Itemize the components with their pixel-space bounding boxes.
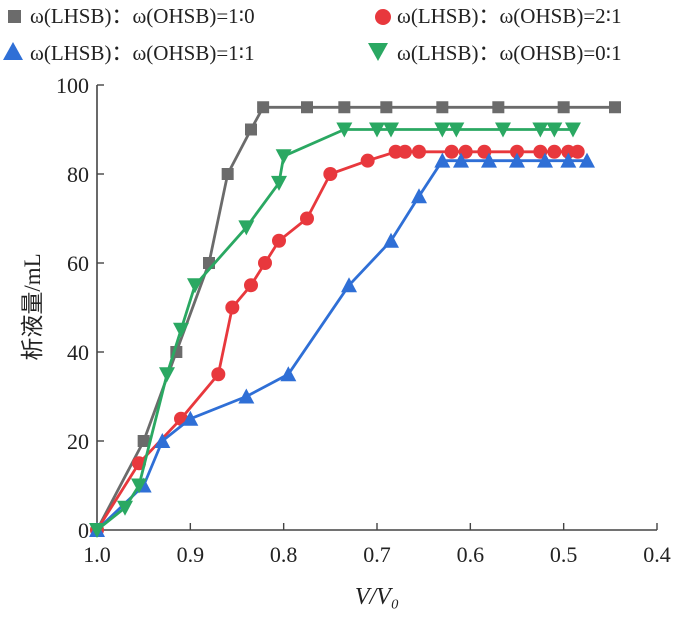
data-point-triangle-down <box>238 220 255 236</box>
data-point-triangle-down <box>275 149 292 165</box>
data-point-square <box>380 101 393 114</box>
legend-marker-square <box>8 10 21 23</box>
data-point-triangle-down <box>187 278 203 294</box>
data-point-square <box>436 101 449 114</box>
data-point-triangle-down <box>532 122 549 138</box>
data-point-triangle-down <box>89 523 105 538</box>
y-tick-label: 0 <box>78 518 89 543</box>
data-point-triangle-up <box>383 232 399 248</box>
data-point-triangle-up <box>481 152 497 168</box>
x-tick-label: 0.4 <box>643 542 671 567</box>
data-point-square <box>301 101 313 114</box>
data-point-circle <box>412 144 426 159</box>
series-line <box>95 105 615 531</box>
data-point-triangle-up <box>509 152 525 168</box>
legend-marker-circle <box>375 9 391 25</box>
data-point-triangle-down <box>448 122 465 138</box>
data-point-square <box>492 101 505 114</box>
y-tick-label: 100 <box>56 73 89 98</box>
data-point-circle <box>323 167 338 181</box>
x-tick-label: 0.9 <box>177 542 205 567</box>
legend-entry: ω(LHSB)：ω(OHSB)=2∶1 <box>375 4 622 28</box>
x-axis-title: V/V₀ <box>355 584 399 610</box>
legend-entry: ω(LHSB)：ω(OHSB)=1∶1 <box>3 41 255 65</box>
data-point-circle <box>211 367 226 382</box>
data-point-triangle-up <box>434 152 451 168</box>
data-point-triangle-down <box>369 122 385 138</box>
data-point-triangle-down <box>117 500 133 516</box>
legend-label: ω(LHSB)：ω(OHSB)=2∶1 <box>397 4 622 28</box>
series-line <box>96 159 587 532</box>
series-3 <box>89 152 595 537</box>
data-point-triangle-up <box>537 152 553 168</box>
data-point-circle <box>398 144 412 159</box>
data-point-triangle-up <box>280 366 297 382</box>
legend-marker-triangle-up <box>3 42 23 60</box>
data-point-triangle-up <box>341 277 357 293</box>
data-point-triangle-up <box>560 152 577 168</box>
data-point-square <box>557 101 570 114</box>
data-point-triangle-down <box>434 122 451 138</box>
data-point-triangle-down <box>383 122 399 138</box>
y-tick-label: 60 <box>67 251 89 276</box>
data-point-circle <box>510 144 524 159</box>
y-axis-title: 析液量/mL <box>20 253 45 360</box>
data-point-circle <box>272 233 286 248</box>
x-tick-label: 1.0 <box>83 542 111 567</box>
data-point-triangle-up <box>154 433 171 448</box>
data-point-square <box>221 168 234 180</box>
data-point-triangle-down <box>173 322 189 338</box>
data-point-triangle-down <box>336 122 353 138</box>
series-line <box>95 150 578 531</box>
data-point-triangle-up <box>411 188 427 204</box>
y-tick-label: 40 <box>67 340 89 365</box>
data-point-triangle-down <box>271 175 287 191</box>
legend-label: ω(LHSB)：ω(OHSB)=1∶1 <box>30 41 255 65</box>
x-tick-label: 0.5 <box>550 542 578 567</box>
data-point-square <box>245 123 257 136</box>
data-point-circle <box>444 144 459 159</box>
legend-label: ω(LHSB)：ω(OHSB)=1∶0 <box>30 4 255 28</box>
data-point-circle <box>258 256 272 270</box>
data-point-circle <box>300 211 314 226</box>
data-point-circle <box>225 300 240 315</box>
data-point-square <box>137 435 150 447</box>
data-point-triangle-down <box>565 122 581 138</box>
data-point-circle <box>547 144 562 159</box>
data-point-triangle-up <box>238 388 255 404</box>
data-point-triangle-down <box>546 122 563 138</box>
data-point-circle <box>570 144 585 159</box>
data-point-square <box>338 101 351 114</box>
x-tick-label: 0.7 <box>363 542 391 567</box>
legend-entry: ω(LHSB)：ω(OHSB)=0∶1 <box>368 41 622 65</box>
legend: ω(LHSB)：ω(OHSB)=1∶0 ω(LHSB)：ω(OHSB)=2∶1 … <box>3 4 622 65</box>
legend-entry: ω(LHSB)：ω(OHSB)=1∶0 <box>8 4 255 28</box>
data-point-triangle-up <box>453 152 469 168</box>
series-4 <box>89 122 581 538</box>
data-point-triangle-down <box>159 367 175 383</box>
data-point-triangle-up <box>182 410 199 426</box>
data-point-triangle-up <box>579 152 595 168</box>
data-point-triangle-down <box>495 122 511 138</box>
x-tick-label: 0.6 <box>457 542 485 567</box>
data-point-circle <box>244 278 258 293</box>
data-point-circle <box>360 153 375 168</box>
legend-marker-triangle-down <box>368 43 388 61</box>
legend-label: ω(LHSB)：ω(OHSB)=0∶1 <box>397 41 622 65</box>
series-line <box>96 128 573 532</box>
x-tick-label: 0.8 <box>270 542 298 567</box>
data-point-square <box>257 101 270 114</box>
y-tick-label: 80 <box>67 162 89 187</box>
data-point-triangle-down <box>131 478 147 494</box>
series-2 <box>90 144 585 537</box>
data-point-square <box>609 101 621 114</box>
y-tick-label: 20 <box>67 429 89 454</box>
